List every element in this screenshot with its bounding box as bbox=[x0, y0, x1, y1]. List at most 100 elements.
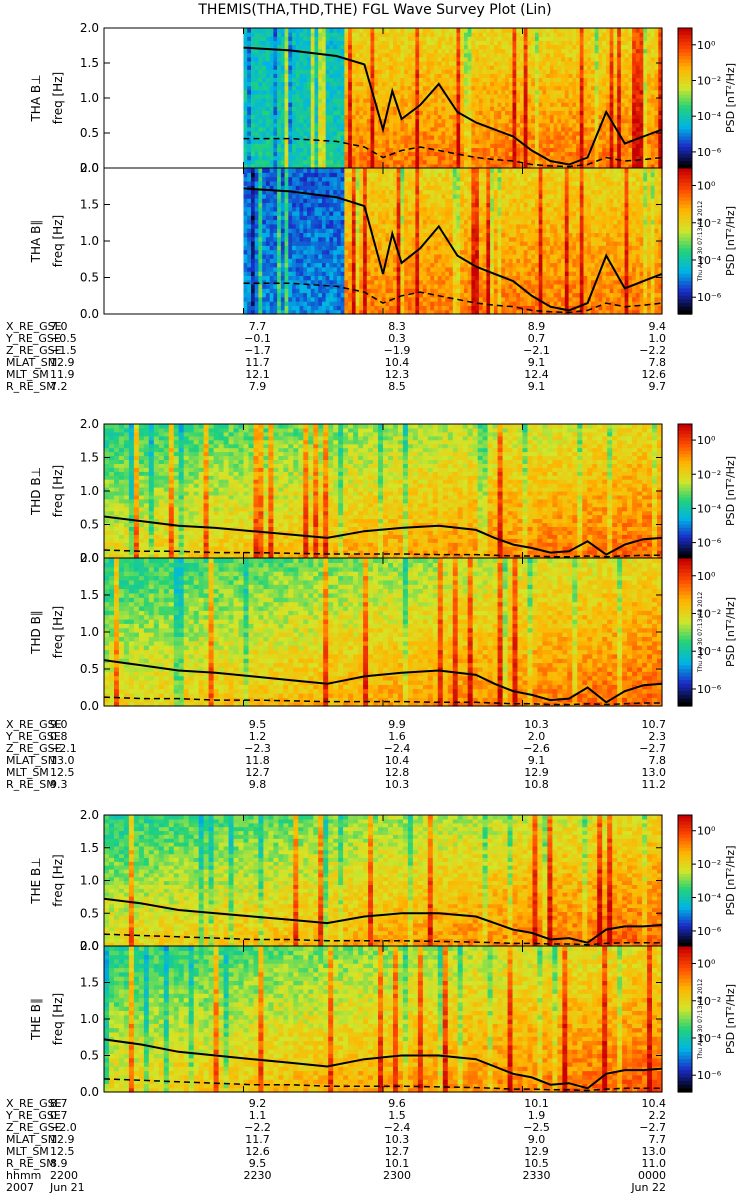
spectrogram-cell bbox=[415, 163, 420, 169]
spectrogram-cell bbox=[456, 28, 461, 33]
spectrogram-cell bbox=[348, 236, 353, 242]
spectrogram-cell bbox=[314, 40, 319, 46]
spectrogram-cell bbox=[542, 81, 547, 87]
spectrogram-cell bbox=[475, 36, 480, 41]
spectrogram-cell bbox=[542, 28, 547, 33]
spectrogram-cell bbox=[303, 44, 308, 50]
spectrogram-cell bbox=[467, 28, 472, 33]
spectrogram-cell bbox=[564, 93, 570, 99]
spectrogram-cell bbox=[497, 143, 502, 148]
spectrogram-cell bbox=[471, 130, 476, 136]
spectrogram-cell bbox=[340, 48, 345, 54]
spectrogram-cell bbox=[280, 122, 286, 128]
spectrogram-cell bbox=[396, 36, 401, 41]
spectrogram-cell bbox=[635, 56, 641, 62]
spectrogram-cell bbox=[351, 118, 357, 124]
spectrogram-cell bbox=[344, 118, 349, 124]
spectrogram-cell bbox=[251, 206, 256, 212]
spectrogram-cell bbox=[396, 28, 401, 33]
spectrogram-cell bbox=[624, 143, 629, 148]
spectrogram-cell bbox=[318, 77, 323, 83]
spectrogram-cell bbox=[587, 118, 592, 124]
spectrogram-cell bbox=[393, 159, 398, 165]
spectrogram-cell bbox=[587, 159, 592, 165]
spectrogram-cell bbox=[322, 210, 327, 216]
spectrogram-cell bbox=[307, 236, 312, 242]
spectrogram-cell bbox=[478, 110, 484, 116]
spectrogram-cell bbox=[247, 172, 252, 178]
spectrogram-cell bbox=[452, 163, 458, 169]
spectrogram-cell bbox=[434, 48, 439, 54]
spectrogram-cell bbox=[434, 110, 439, 116]
spectrogram-cell bbox=[654, 93, 659, 99]
spectrogram-cell bbox=[351, 185, 357, 191]
spectrogram-cell bbox=[292, 130, 297, 136]
spectrogram-cell bbox=[527, 106, 532, 111]
spectrogram-cell bbox=[624, 77, 629, 83]
spectrogram-cell bbox=[647, 106, 652, 111]
spectrogram-cell bbox=[591, 102, 596, 107]
spectrogram-cell bbox=[635, 98, 641, 103]
spectrogram-cell bbox=[284, 155, 289, 161]
spectrogram-cell bbox=[460, 143, 465, 148]
spectrogram-cell bbox=[411, 139, 416, 144]
spectrogram-cell bbox=[404, 73, 409, 78]
spectrogram-cell bbox=[254, 258, 259, 264]
spectrogram-cell bbox=[258, 176, 263, 182]
spectrogram-cell bbox=[587, 73, 592, 78]
spectrogram-cell bbox=[295, 292, 301, 298]
spectrogram-cell bbox=[654, 40, 659, 46]
spectrogram-cell bbox=[508, 114, 514, 120]
spectrogram-cell bbox=[336, 288, 342, 294]
spectrogram-cell bbox=[587, 32, 592, 37]
spectrogram-cell bbox=[389, 85, 394, 91]
spectrogram-cell bbox=[542, 102, 547, 107]
spectrogram-cell bbox=[280, 172, 286, 178]
spectrogram-cell bbox=[340, 155, 345, 161]
colorbar-step bbox=[678, 108, 692, 113]
spectrogram-cell bbox=[348, 202, 353, 208]
spectrogram-cell bbox=[277, 296, 282, 302]
spectrogram-cell bbox=[340, 266, 345, 272]
spectrogram-cell bbox=[434, 118, 439, 124]
spectrogram-cell bbox=[572, 155, 577, 161]
spectrogram-cell bbox=[493, 48, 499, 54]
spectrogram-cell bbox=[467, 69, 472, 74]
spectrogram-cell bbox=[505, 163, 510, 169]
spectrogram-cell bbox=[512, 60, 517, 66]
spectrogram-cell bbox=[329, 245, 334, 251]
spectrogram-cell bbox=[340, 219, 345, 225]
spectrogram-cell bbox=[643, 40, 648, 46]
spectrogram-cell bbox=[363, 52, 368, 58]
spectrogram-cell bbox=[254, 28, 259, 33]
spectrogram-cell bbox=[497, 114, 502, 120]
spectrogram-cell bbox=[396, 52, 401, 58]
spectrogram-cell bbox=[329, 168, 334, 173]
spectrogram-cell bbox=[635, 135, 641, 140]
spectrogram-cell bbox=[288, 180, 293, 186]
spectrogram-cell bbox=[325, 180, 330, 186]
spectrogram-cell bbox=[628, 28, 633, 33]
spectrogram-cell bbox=[478, 118, 484, 124]
spectrogram-cell bbox=[381, 102, 387, 107]
spectrogram-cell bbox=[497, 135, 502, 140]
spectrogram-cell bbox=[654, 139, 659, 144]
spectrogram-cell bbox=[247, 253, 252, 259]
spectrogram-cell bbox=[322, 143, 327, 148]
spectrogram-cell bbox=[441, 77, 446, 83]
spectrogram-cell bbox=[437, 102, 443, 107]
spectrogram-cell bbox=[254, 89, 259, 95]
spectrogram-cell bbox=[426, 89, 431, 95]
spectrogram-cell bbox=[348, 44, 353, 50]
spectrogram-cell bbox=[348, 139, 353, 144]
spectrogram-cell bbox=[647, 73, 652, 78]
spectrogram-cell bbox=[564, 56, 570, 62]
spectrogram-cell bbox=[561, 65, 566, 70]
spectrogram-cell bbox=[284, 253, 289, 259]
spectrogram-cell bbox=[587, 60, 592, 66]
spectrogram-cell bbox=[277, 288, 282, 294]
spectrogram-cell bbox=[318, 232, 323, 238]
spectrogram-cell bbox=[486, 122, 491, 128]
spectrogram-cell bbox=[262, 258, 267, 264]
spectrogram-cell bbox=[288, 44, 293, 50]
